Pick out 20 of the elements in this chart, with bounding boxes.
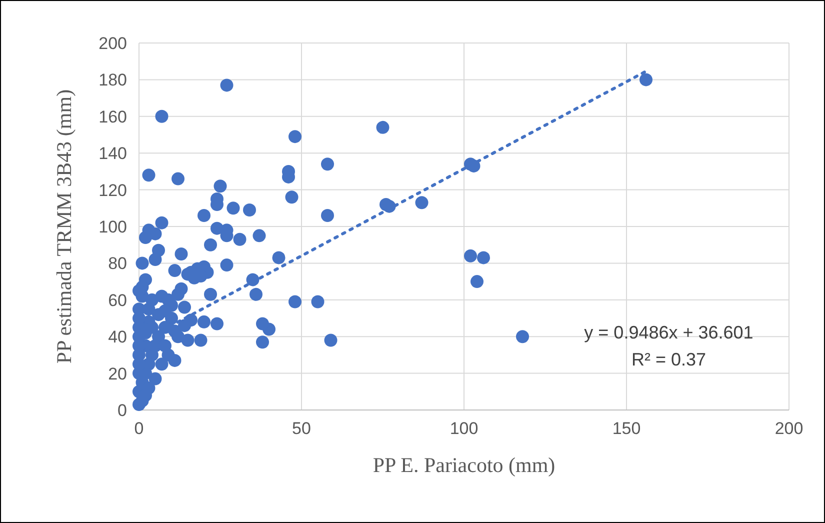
- y-tick-label: 80: [108, 254, 127, 274]
- y-tick-label: 160: [98, 107, 127, 126]
- x-tick-label: 0: [134, 419, 144, 438]
- x-tick-label: 200: [774, 419, 804, 438]
- y-tick-label: 180: [98, 70, 127, 90]
- annotation: y = 0.9486x + 36.601: [584, 322, 754, 342]
- y-tick-label: 200: [98, 34, 127, 53]
- y-tick-label: 40: [108, 328, 127, 347]
- y-tick-label: 100: [98, 217, 127, 236]
- x-tick-label: 150: [612, 419, 641, 438]
- x-axis-title: PP E. Pariacoto (mm): [372, 453, 556, 477]
- y-tick-label: 0: [118, 400, 127, 420]
- y-tick-label: 20: [108, 364, 127, 384]
- annotation: R² = 0.37: [631, 349, 706, 370]
- y-tick-label: 120: [98, 180, 127, 200]
- y-tick-label: 60: [108, 290, 127, 310]
- y-axis-title: PP estimada TRMM 3B43 (mm): [52, 89, 76, 364]
- x-tick-label: 50: [292, 419, 311, 438]
- x-tick-label: 100: [450, 419, 478, 438]
- y-tick-label: 140: [98, 144, 127, 164]
